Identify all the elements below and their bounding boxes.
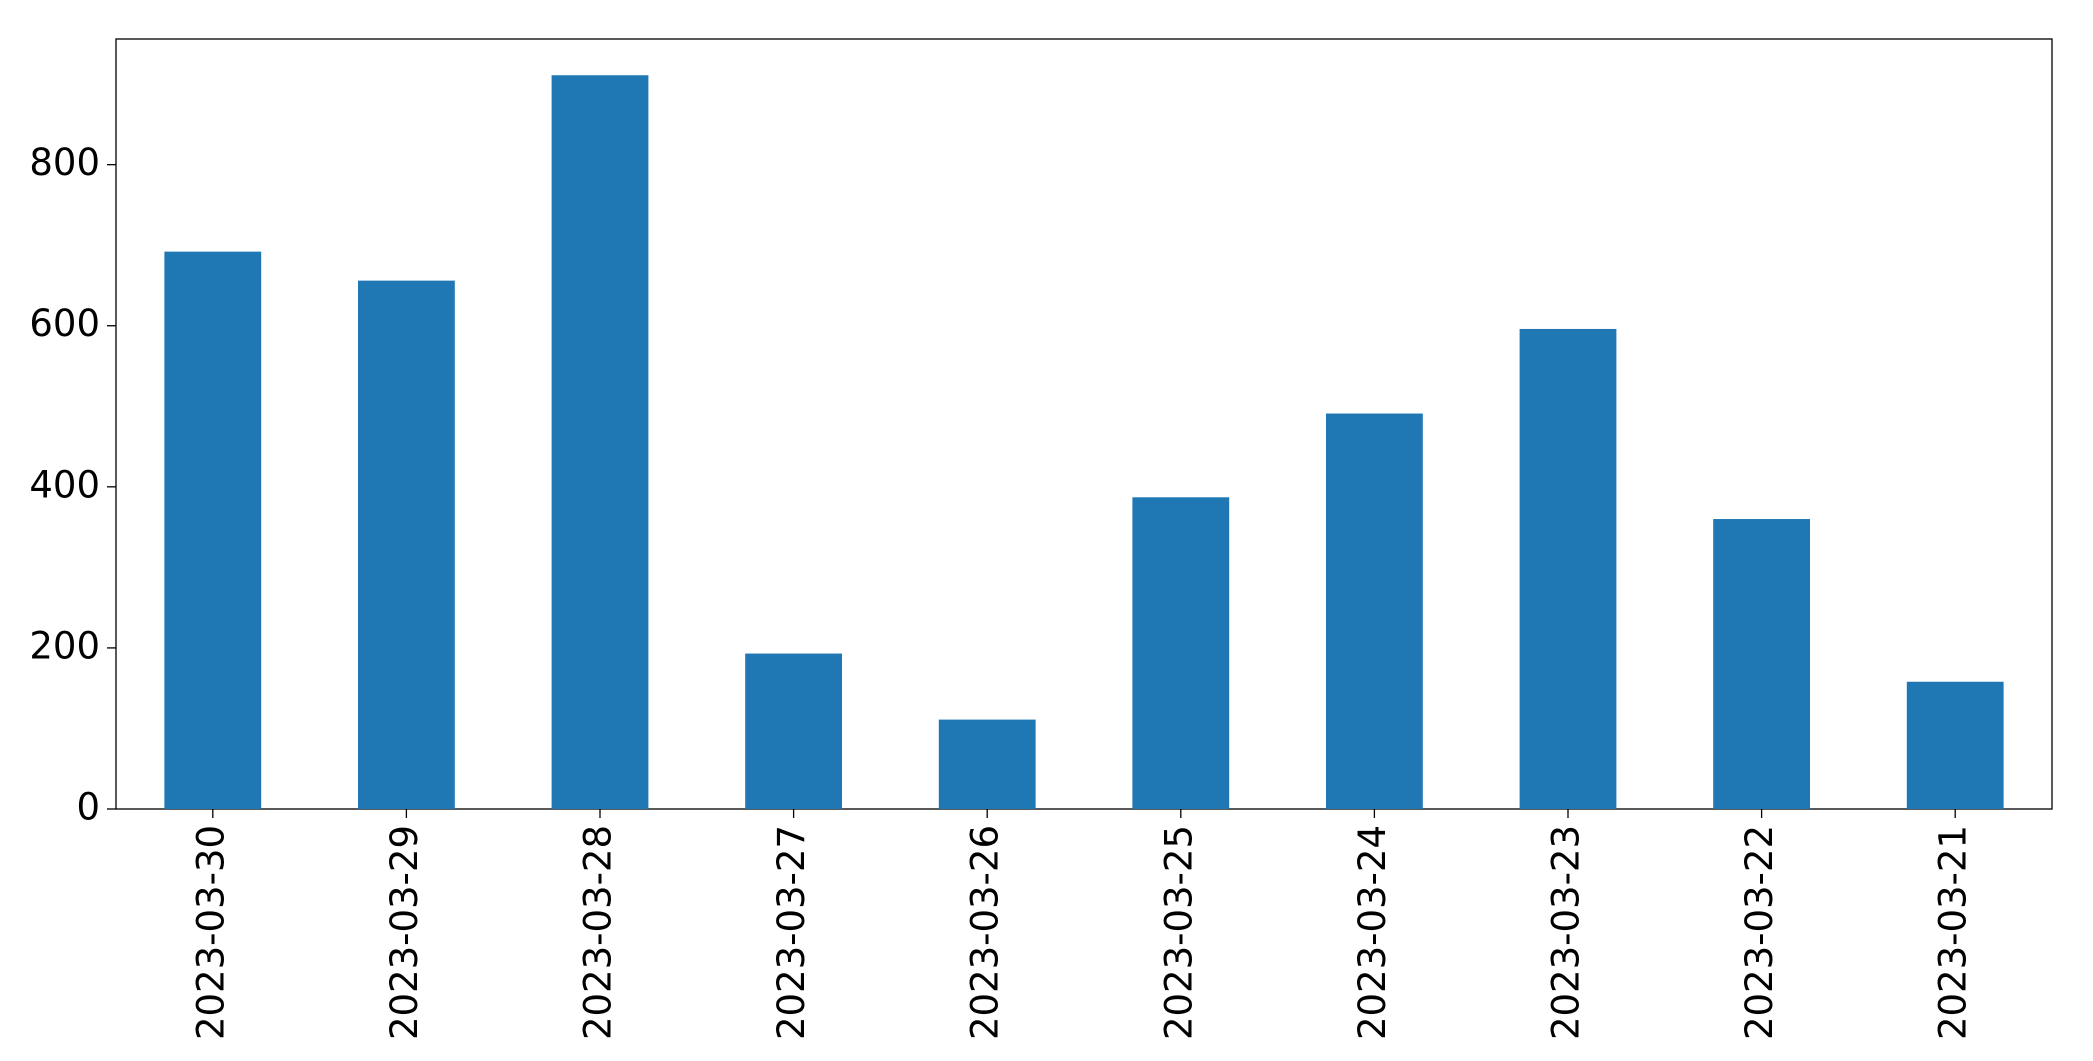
x-tick-label: 2023-03-22 xyxy=(1738,825,1781,1040)
bar xyxy=(358,280,455,809)
x-tick-label: 2023-03-27 xyxy=(770,825,813,1040)
bar xyxy=(1326,413,1423,809)
bar xyxy=(1519,328,1617,809)
bar xyxy=(1906,681,2004,809)
x-tick-label: 2023-03-28 xyxy=(577,825,620,1040)
x-tick-label: 2023-03-24 xyxy=(1351,825,1394,1040)
y-tick-label: 400 xyxy=(29,463,100,506)
x-tick-label: 2023-03-25 xyxy=(1157,825,1200,1040)
bar xyxy=(938,719,1036,809)
bar xyxy=(1713,519,1810,809)
bar xyxy=(164,251,262,809)
x-tick-label: 2023-03-30 xyxy=(189,825,232,1040)
x-tick-label: 2023-03-23 xyxy=(1545,825,1588,1040)
bar xyxy=(1132,497,1230,809)
axes-frame xyxy=(115,38,2053,810)
y-tick-label: 600 xyxy=(29,302,100,345)
x-tick-label: 2023-03-21 xyxy=(1932,825,1975,1040)
y-tick-label: 200 xyxy=(29,624,100,667)
bar xyxy=(745,653,842,809)
x-tick-label: 2023-03-26 xyxy=(964,825,1007,1040)
x-tick-label: 2023-03-29 xyxy=(383,825,426,1040)
y-tick-label: 800 xyxy=(29,141,100,184)
y-tick-label: 0 xyxy=(76,786,100,829)
bar xyxy=(551,75,649,810)
